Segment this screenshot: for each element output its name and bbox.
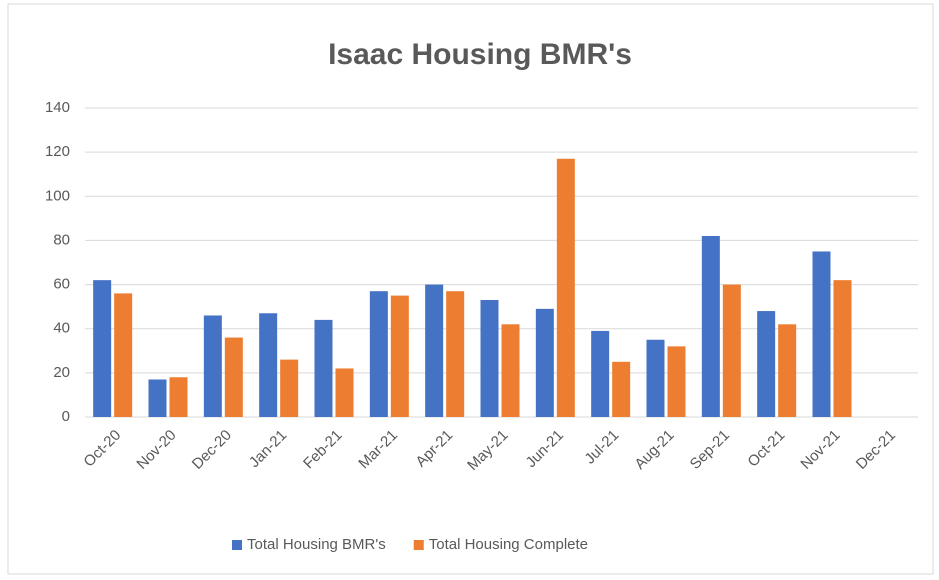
legend-swatch (413, 540, 424, 550)
y-tick-label: 20 (53, 364, 70, 381)
bar (280, 359, 299, 417)
bar (646, 339, 665, 417)
bar (259, 313, 278, 417)
bar (480, 300, 499, 417)
bar (722, 284, 741, 417)
y-tick-label: 40 (53, 320, 70, 337)
legend-label: Total Housing Complete (429, 536, 588, 553)
bar (114, 293, 133, 417)
legend-swatch (232, 540, 242, 550)
bar (369, 291, 388, 417)
bar (501, 324, 520, 417)
bar (591, 330, 610, 417)
bar (778, 324, 797, 417)
bar (148, 379, 167, 417)
chart-border (7, 3, 934, 575)
bar (224, 337, 243, 417)
bar (701, 236, 720, 417)
legend-label: Total Housing BMR's (247, 536, 386, 553)
bar (390, 295, 409, 417)
y-tick-label: 120 (45, 143, 70, 160)
bar (425, 284, 444, 417)
y-tick-label: 60 (53, 276, 70, 293)
bar (612, 361, 631, 417)
bar (667, 346, 686, 417)
bar (169, 377, 188, 417)
bar (314, 319, 333, 417)
bar (446, 291, 465, 417)
bar (833, 280, 852, 417)
bar (812, 251, 831, 417)
bar (93, 280, 112, 417)
bar (556, 158, 575, 417)
bar (203, 315, 222, 417)
bar (757, 311, 776, 417)
y-tick-label: 140 (45, 99, 70, 116)
bar (535, 308, 554, 417)
bar (335, 368, 354, 417)
y-tick-label: 80 (53, 231, 70, 248)
chart-title: Isaac Housing BMR's (328, 38, 632, 71)
y-tick-label: 0 (62, 408, 70, 425)
y-tick-label: 100 (45, 187, 70, 204)
